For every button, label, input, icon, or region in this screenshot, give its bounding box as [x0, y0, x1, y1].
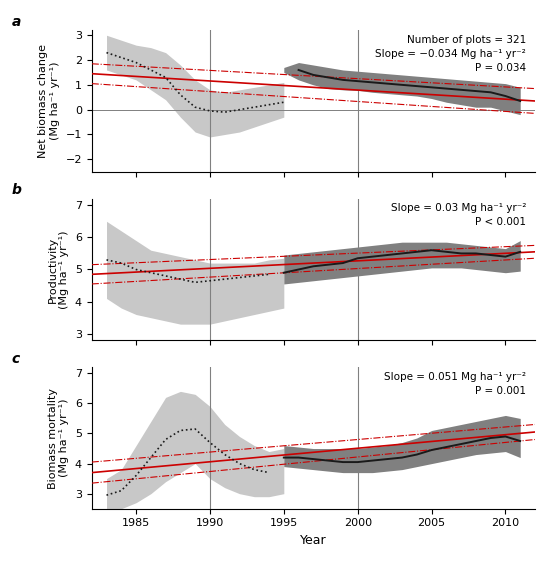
Y-axis label: Productivity
(Mg ha⁻¹ yr⁻¹): Productivity (Mg ha⁻¹ yr⁻¹): [48, 230, 69, 309]
Text: Slope = 0.051 Mg ha⁻¹ yr⁻²
P = 0.001: Slope = 0.051 Mg ha⁻¹ yr⁻² P = 0.001: [384, 371, 526, 396]
Text: a: a: [12, 15, 21, 29]
Text: b: b: [12, 183, 22, 197]
Text: Slope = 0.03 Mg ha⁻¹ yr⁻²
P < 0.001: Slope = 0.03 Mg ha⁻¹ yr⁻² P < 0.001: [390, 203, 526, 227]
Y-axis label: Net biomass change
(Mg ha⁻¹ yr⁻¹): Net biomass change (Mg ha⁻¹ yr⁻¹): [39, 44, 60, 158]
Text: Number of plots = 321
Slope = −0.034 Mg ha⁻¹ yr⁻²
P = 0.034: Number of plots = 321 Slope = −0.034 Mg …: [376, 34, 526, 72]
Text: c: c: [12, 352, 20, 366]
Y-axis label: Biomass mortality
(Mg ha⁻¹ yr⁻¹): Biomass mortality (Mg ha⁻¹ yr⁻¹): [48, 388, 69, 488]
X-axis label: Year: Year: [300, 534, 327, 547]
